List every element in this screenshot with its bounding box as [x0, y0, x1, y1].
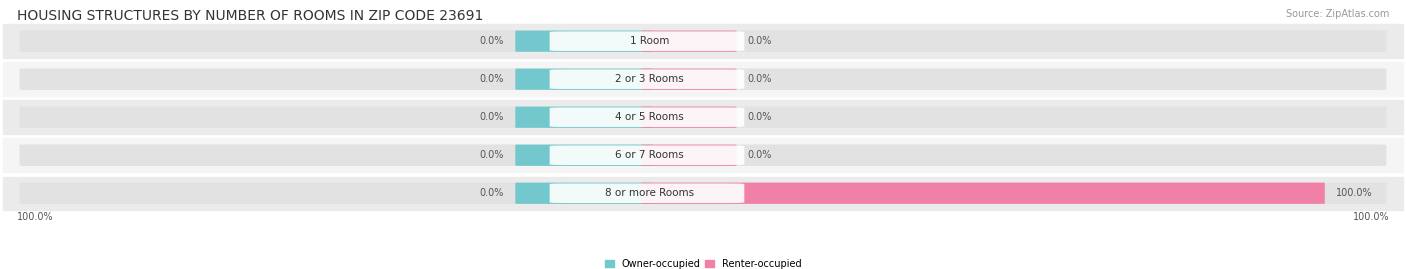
Bar	[3, 62, 1403, 96]
Bar	[3, 139, 1403, 172]
FancyBboxPatch shape	[641, 145, 737, 166]
FancyBboxPatch shape	[516, 183, 652, 204]
Text: 1 Room: 1 Room	[630, 36, 669, 46]
Text: 100.0%: 100.0%	[1336, 188, 1372, 198]
Text: 0.0%: 0.0%	[748, 150, 772, 160]
FancyBboxPatch shape	[550, 31, 744, 51]
FancyBboxPatch shape	[641, 183, 1324, 204]
FancyBboxPatch shape	[550, 69, 744, 89]
Text: 6 or 7 Rooms: 6 or 7 Rooms	[616, 150, 685, 160]
FancyBboxPatch shape	[20, 107, 1386, 128]
Text: HOUSING STRUCTURES BY NUMBER OF ROOMS IN ZIP CODE 23691: HOUSING STRUCTURES BY NUMBER OF ROOMS IN…	[17, 9, 484, 23]
Text: 100.0%: 100.0%	[17, 212, 53, 222]
Text: 0.0%: 0.0%	[748, 36, 772, 46]
FancyBboxPatch shape	[641, 107, 737, 128]
FancyBboxPatch shape	[550, 183, 744, 203]
FancyBboxPatch shape	[550, 146, 744, 165]
Text: 0.0%: 0.0%	[748, 112, 772, 122]
FancyBboxPatch shape	[20, 68, 1386, 90]
FancyBboxPatch shape	[516, 107, 652, 128]
Bar	[3, 176, 1403, 210]
Text: 0.0%: 0.0%	[479, 74, 505, 84]
Text: 0.0%: 0.0%	[748, 74, 772, 84]
FancyBboxPatch shape	[20, 30, 1386, 52]
FancyBboxPatch shape	[516, 31, 652, 52]
Text: 0.0%: 0.0%	[479, 188, 505, 198]
Text: 2 or 3 Rooms: 2 or 3 Rooms	[616, 74, 685, 84]
Text: 0.0%: 0.0%	[479, 150, 505, 160]
Text: 0.0%: 0.0%	[479, 112, 505, 122]
FancyBboxPatch shape	[641, 31, 737, 52]
Text: 8 or more Rooms: 8 or more Rooms	[605, 188, 695, 198]
Legend: Owner-occupied, Renter-occupied: Owner-occupied, Renter-occupied	[605, 259, 801, 269]
Text: 0.0%: 0.0%	[479, 36, 505, 46]
Bar	[3, 101, 1403, 134]
Bar	[3, 24, 1403, 58]
FancyBboxPatch shape	[20, 144, 1386, 166]
FancyBboxPatch shape	[516, 145, 652, 166]
FancyBboxPatch shape	[550, 107, 744, 127]
FancyBboxPatch shape	[516, 69, 652, 90]
Text: Source: ZipAtlas.com: Source: ZipAtlas.com	[1286, 9, 1389, 19]
Text: 4 or 5 Rooms: 4 or 5 Rooms	[616, 112, 685, 122]
Text: 100.0%: 100.0%	[1353, 212, 1389, 222]
FancyBboxPatch shape	[20, 182, 1386, 204]
FancyBboxPatch shape	[641, 69, 737, 90]
